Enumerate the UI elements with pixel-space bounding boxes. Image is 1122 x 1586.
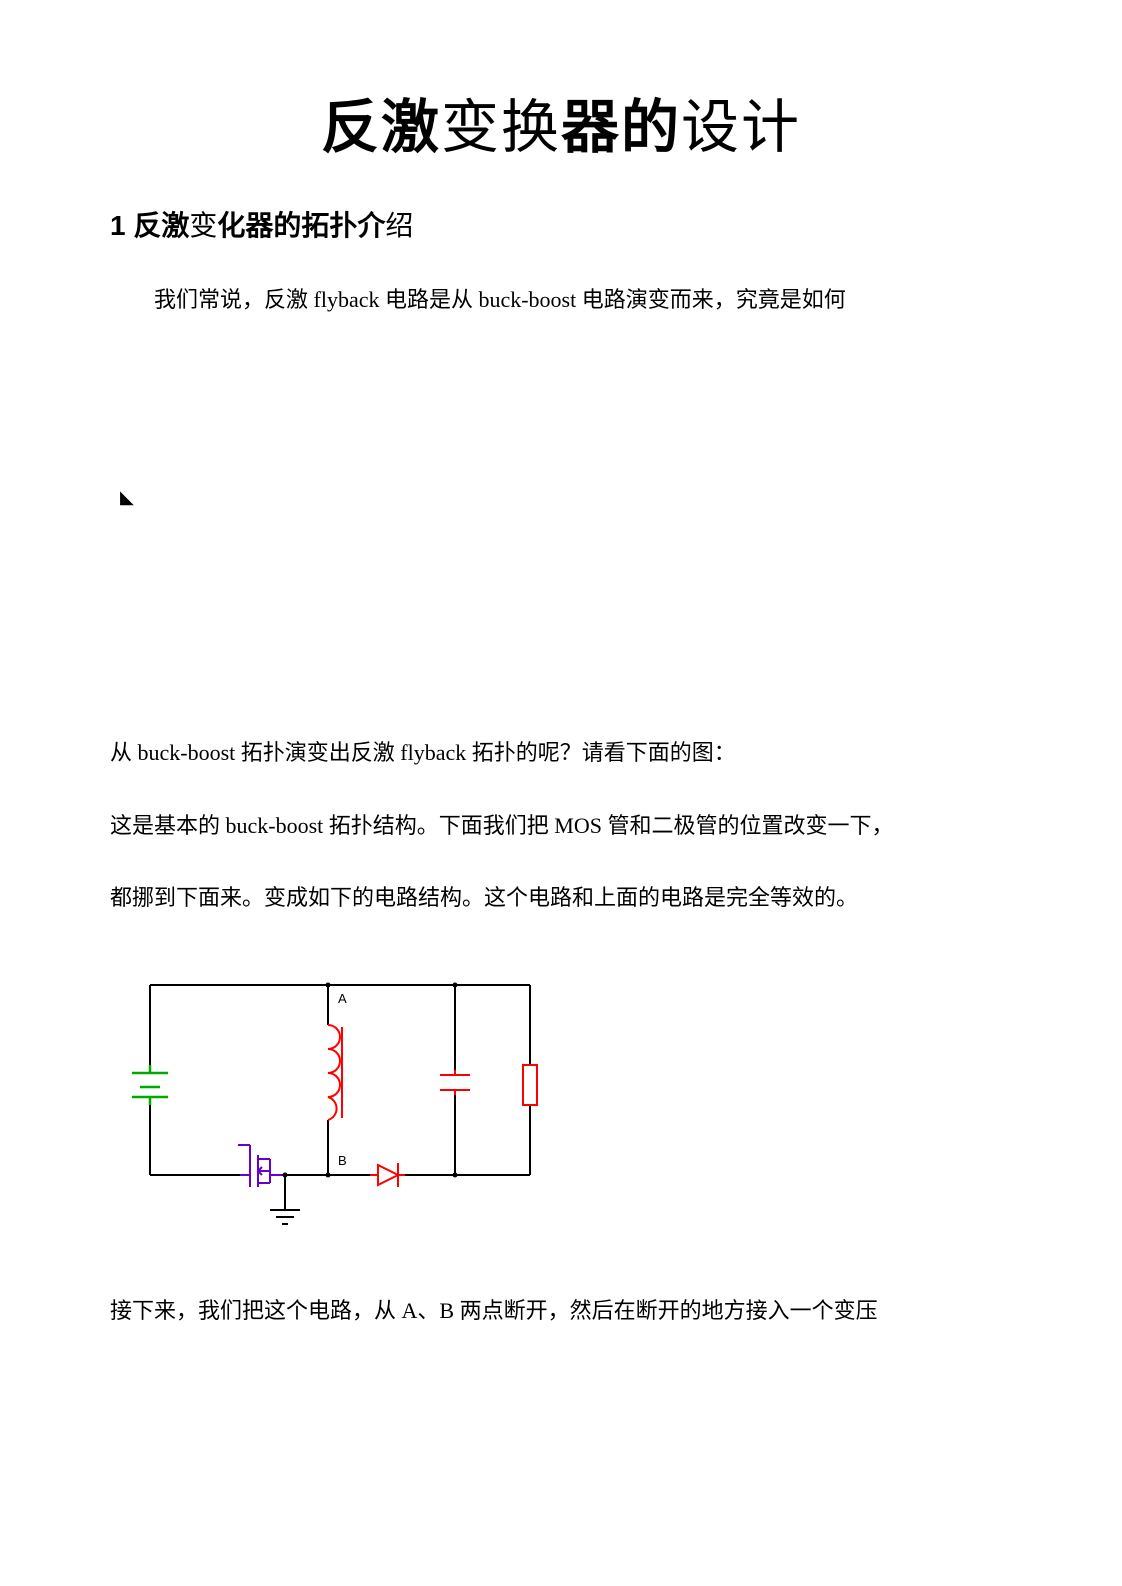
voltage-source-icon [132, 1065, 168, 1105]
paragraph-3: 这是基本的 buck-boost 拓扑结构。下面我们把 MOS 管和二极管的位置… [110, 800, 1012, 853]
title-part-4: 设计 [681, 95, 801, 160]
diode-icon [370, 1163, 405, 1187]
section-number: 1 [110, 210, 126, 241]
title-part-1: 反激 [321, 95, 441, 160]
section-heading-light-2: 绍 [385, 211, 413, 242]
blank-space: ◣ [110, 347, 1012, 727]
inductor-icon [328, 1025, 342, 1120]
page-title: 反激变换器的设计 [110, 80, 1012, 164]
mosfet-icon [238, 1145, 285, 1187]
capacitor-icon [440, 1070, 470, 1095]
title-part-3: 器的 [561, 95, 681, 160]
section-heading: 1 反激变化器的拓扑介绍 [110, 204, 1012, 244]
paragraph-5: 接下来，我们把这个电路，从 A、B 两点断开，然后在断开的地方接入一个变压 [110, 1285, 1012, 1338]
small-mark-icon: ◣ [120, 487, 134, 508]
title-part-2: 变换 [441, 95, 561, 160]
paragraph-1: 我们常说，反激 flyback 电路是从 buck-boost 电路演变而来，究… [110, 274, 1012, 327]
load-resistor-icon [523, 1065, 537, 1105]
wire-outline [150, 985, 530, 1210]
section-heading-bold-2: 化器的拓扑介 [217, 210, 385, 241]
ground-icon [270, 1210, 300, 1224]
section-heading-bold-1: 反激 [133, 210, 189, 241]
paragraph-2: 从 buck-boost 拓扑演变出反激 flyback 拓扑的呢？请看下面的图… [110, 727, 1012, 780]
circuit-diagram: A B [110, 955, 1012, 1235]
paragraph-4: 都挪到下面来。变成如下的电路结构。这个电路和上面的电路是完全等效的。 [110, 872, 1012, 925]
section-heading-light-1: 变 [189, 211, 217, 242]
circuit-svg: A B [110, 955, 550, 1235]
label-b: B [338, 1153, 347, 1168]
node-dots [283, 983, 458, 1178]
label-a: A [338, 991, 347, 1006]
